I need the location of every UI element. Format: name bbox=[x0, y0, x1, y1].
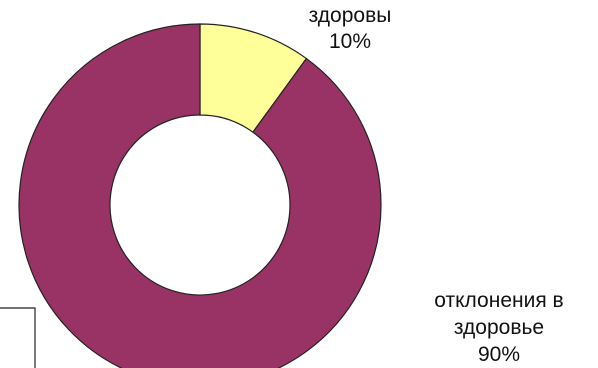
data-labels: здоровы 10% отклонения в здоровье 90% bbox=[309, 4, 564, 366]
data-label-deviations-line-3: 90% bbox=[478, 343, 520, 366]
data-label-deviations-line-2: здоровье bbox=[454, 316, 544, 339]
data-label-healthy-line-2: 10% bbox=[329, 30, 371, 53]
doughnut-slices bbox=[18, 23, 382, 368]
slice-deviations bbox=[18, 23, 382, 368]
data-label-healthy-line-1: здоровы bbox=[309, 4, 392, 27]
plot-frame-corner bbox=[0, 307, 36, 368]
data-label-deviations-line-1: отклонения в bbox=[434, 289, 563, 312]
